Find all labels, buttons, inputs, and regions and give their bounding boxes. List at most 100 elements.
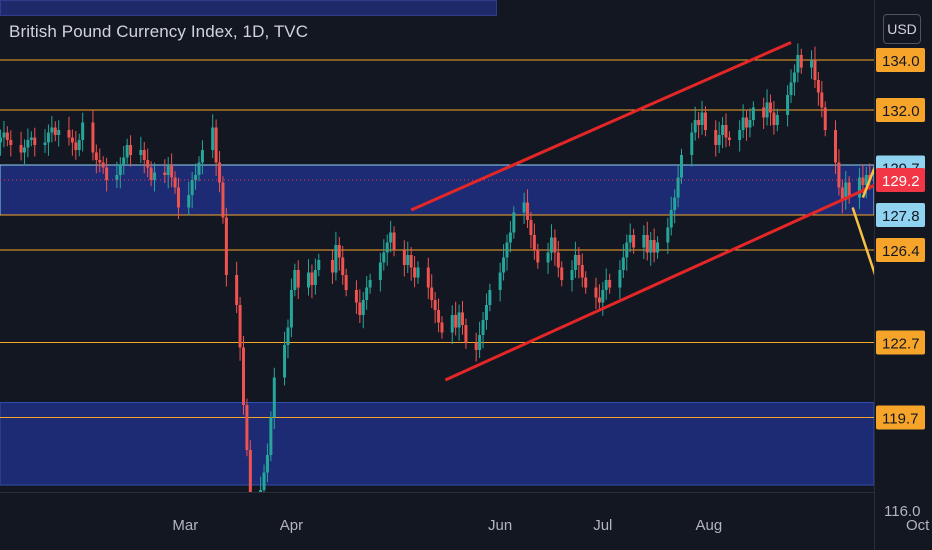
candle-body [573,255,577,270]
candle-body [170,165,174,178]
candle-body [522,202,526,213]
candle-body [437,310,441,323]
candle-body [2,132,6,138]
candle-body [823,107,827,130]
candle-body [560,267,564,280]
candle-body [440,322,444,333]
candle-body [382,252,386,263]
candle-body [214,127,218,163]
candle-body [792,72,796,83]
candle-body [269,417,273,455]
candle-body [385,242,389,253]
price-axis-divider [874,0,875,550]
candle-body [700,112,704,125]
candle-body [53,127,57,135]
price-label-bg-7 [876,405,925,430]
candle-body [741,117,745,130]
candle-body [816,80,820,93]
channel-line-0 [410,41,792,212]
price-label: 122.7 [882,336,920,353]
candle-body [77,140,81,150]
candle-body [498,272,502,290]
candle-body [26,140,30,148]
candle-body [478,335,482,350]
candle-body [789,82,793,95]
candle-body [697,120,701,125]
candle-body [786,95,790,115]
candle-body [33,137,37,145]
candle-body [738,130,742,140]
candle-body [409,255,413,268]
candle-body [310,272,314,285]
candle-body [584,277,588,288]
candle-body [235,275,239,305]
candle-body [125,145,129,158]
candle-body [163,172,167,175]
candle-body [153,172,157,180]
time-axis [0,493,874,550]
candle-body [844,182,848,200]
candle-body [187,195,191,208]
candle-body [413,267,417,278]
candle-body [724,125,728,138]
candle-body [176,187,180,208]
candle-body [74,142,78,150]
candle-body [847,182,851,198]
candle-body [173,177,177,188]
candle-body [570,270,574,280]
candle-body [546,252,550,263]
candle-body [296,270,300,288]
candle-body [248,450,252,500]
candle-body [484,305,488,320]
candle-body [666,227,670,243]
candle-body [190,180,194,195]
candle-body [245,405,249,450]
candle-body [652,240,656,253]
candle-body [330,260,334,273]
candle-body [680,155,684,178]
price-axis [875,0,932,550]
candle-body [313,270,317,285]
candle-body [481,320,485,335]
candle-body [9,140,13,145]
candle-body [426,267,430,288]
candle-body [751,107,755,120]
candle-body [118,165,122,175]
candle-body [283,345,287,378]
candle-body [406,255,410,265]
price-label-bg-0 [876,48,925,72]
candle-body [166,165,170,175]
candle-body [43,142,47,145]
time-axis-label: Jun [488,517,512,534]
candle-body [194,175,198,180]
zone-0 [0,164,875,216]
candle-body [433,300,437,310]
price-label: 129.2 [882,173,920,190]
candle-body [98,160,102,163]
price-label-bg-1 [876,98,925,122]
price-label: 119.7 [882,411,918,428]
candle-body [580,265,584,278]
candle-body [334,245,338,273]
candle-body [864,175,868,185]
candle-body [457,312,461,328]
top-zone-strip [0,0,497,16]
candle-body [221,182,225,218]
candle-body [105,167,109,180]
candle-body [649,240,653,253]
candle-body [293,270,297,290]
candle-body [690,132,694,155]
candle-body [146,160,150,168]
candle-body [762,107,766,118]
time-axis-label: Jul [593,517,612,534]
candle-body [601,290,605,303]
currency-button[interactable]: USD [883,14,921,44]
candle-body [0,137,3,143]
candle-body [834,130,837,163]
candle-body [813,60,817,80]
candle-body [358,302,362,315]
price-label: 132.0 [882,103,920,120]
candle-body [361,300,365,315]
time-axis-label: Aug [696,517,723,534]
